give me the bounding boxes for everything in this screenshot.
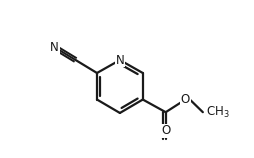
Text: O: O bbox=[181, 93, 190, 106]
Text: N: N bbox=[116, 54, 124, 67]
Text: N: N bbox=[50, 41, 59, 54]
Text: CH$_3$: CH$_3$ bbox=[206, 105, 229, 120]
Text: O: O bbox=[161, 125, 170, 137]
